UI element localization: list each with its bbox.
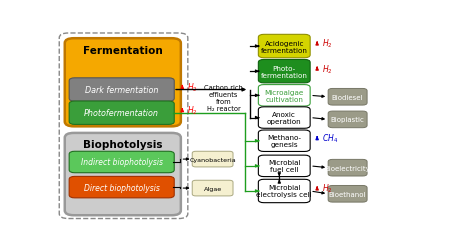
Text: $H_2$: $H_2$ (322, 38, 333, 50)
Text: $H_2$: $H_2$ (187, 104, 197, 117)
Text: Microbial
fuel cell: Microbial fuel cell (268, 160, 301, 173)
Text: Bioethanol: Bioethanol (329, 191, 366, 197)
FancyBboxPatch shape (192, 180, 233, 196)
Text: Microalgae
cultivation: Microalgae cultivation (264, 90, 304, 102)
Text: Photo-
fermentation: Photo- fermentation (261, 66, 308, 78)
Text: $H_2$: $H_2$ (322, 63, 333, 75)
Text: Biodiesel: Biodiesel (332, 94, 364, 100)
FancyBboxPatch shape (258, 60, 310, 84)
FancyBboxPatch shape (69, 102, 174, 125)
Text: Indirect biophotolysis: Indirect biophotolysis (81, 158, 163, 167)
FancyBboxPatch shape (65, 39, 181, 127)
FancyBboxPatch shape (258, 130, 310, 152)
FancyBboxPatch shape (69, 78, 174, 102)
Text: $CH_4$: $CH_4$ (322, 132, 338, 144)
FancyBboxPatch shape (328, 112, 367, 128)
FancyBboxPatch shape (258, 85, 310, 106)
Text: Biophotolysis: Biophotolysis (83, 140, 163, 149)
FancyBboxPatch shape (328, 160, 367, 176)
FancyBboxPatch shape (192, 152, 233, 167)
FancyBboxPatch shape (258, 180, 310, 203)
FancyBboxPatch shape (65, 133, 181, 216)
Text: Bioelectricity: Bioelectricity (325, 165, 371, 171)
FancyBboxPatch shape (69, 152, 174, 173)
Text: $H_2$: $H_2$ (322, 182, 333, 194)
Text: Direct biophotolysis: Direct biophotolysis (84, 183, 160, 192)
Text: Dark fermentation: Dark fermentation (85, 86, 158, 95)
Text: Photofermentation: Photofermentation (84, 109, 159, 118)
FancyBboxPatch shape (258, 156, 310, 177)
Text: Methanо-
genesis: Methanо- genesis (267, 135, 301, 148)
Text: Algae: Algae (203, 186, 222, 191)
Text: Cyanobacteria: Cyanobacteria (189, 157, 236, 162)
FancyBboxPatch shape (258, 108, 310, 129)
FancyBboxPatch shape (69, 177, 174, 198)
FancyBboxPatch shape (328, 186, 367, 202)
Text: Fermentation: Fermentation (83, 46, 163, 56)
Text: Microbial
electrolysis cell: Microbial electrolysis cell (256, 185, 312, 198)
Text: Bioplastic: Bioplastic (331, 117, 365, 123)
Text: Anoxic
operation: Anoxic operation (267, 112, 301, 124)
FancyBboxPatch shape (328, 89, 367, 106)
FancyBboxPatch shape (258, 35, 310, 59)
Text: $H_2$: $H_2$ (187, 81, 197, 94)
Text: Carbon rich
effluents
from
H₂ reactor: Carbon rich effluents from H₂ reactor (204, 85, 243, 112)
Text: Acidogenic
fermentation: Acidogenic fermentation (261, 40, 308, 53)
